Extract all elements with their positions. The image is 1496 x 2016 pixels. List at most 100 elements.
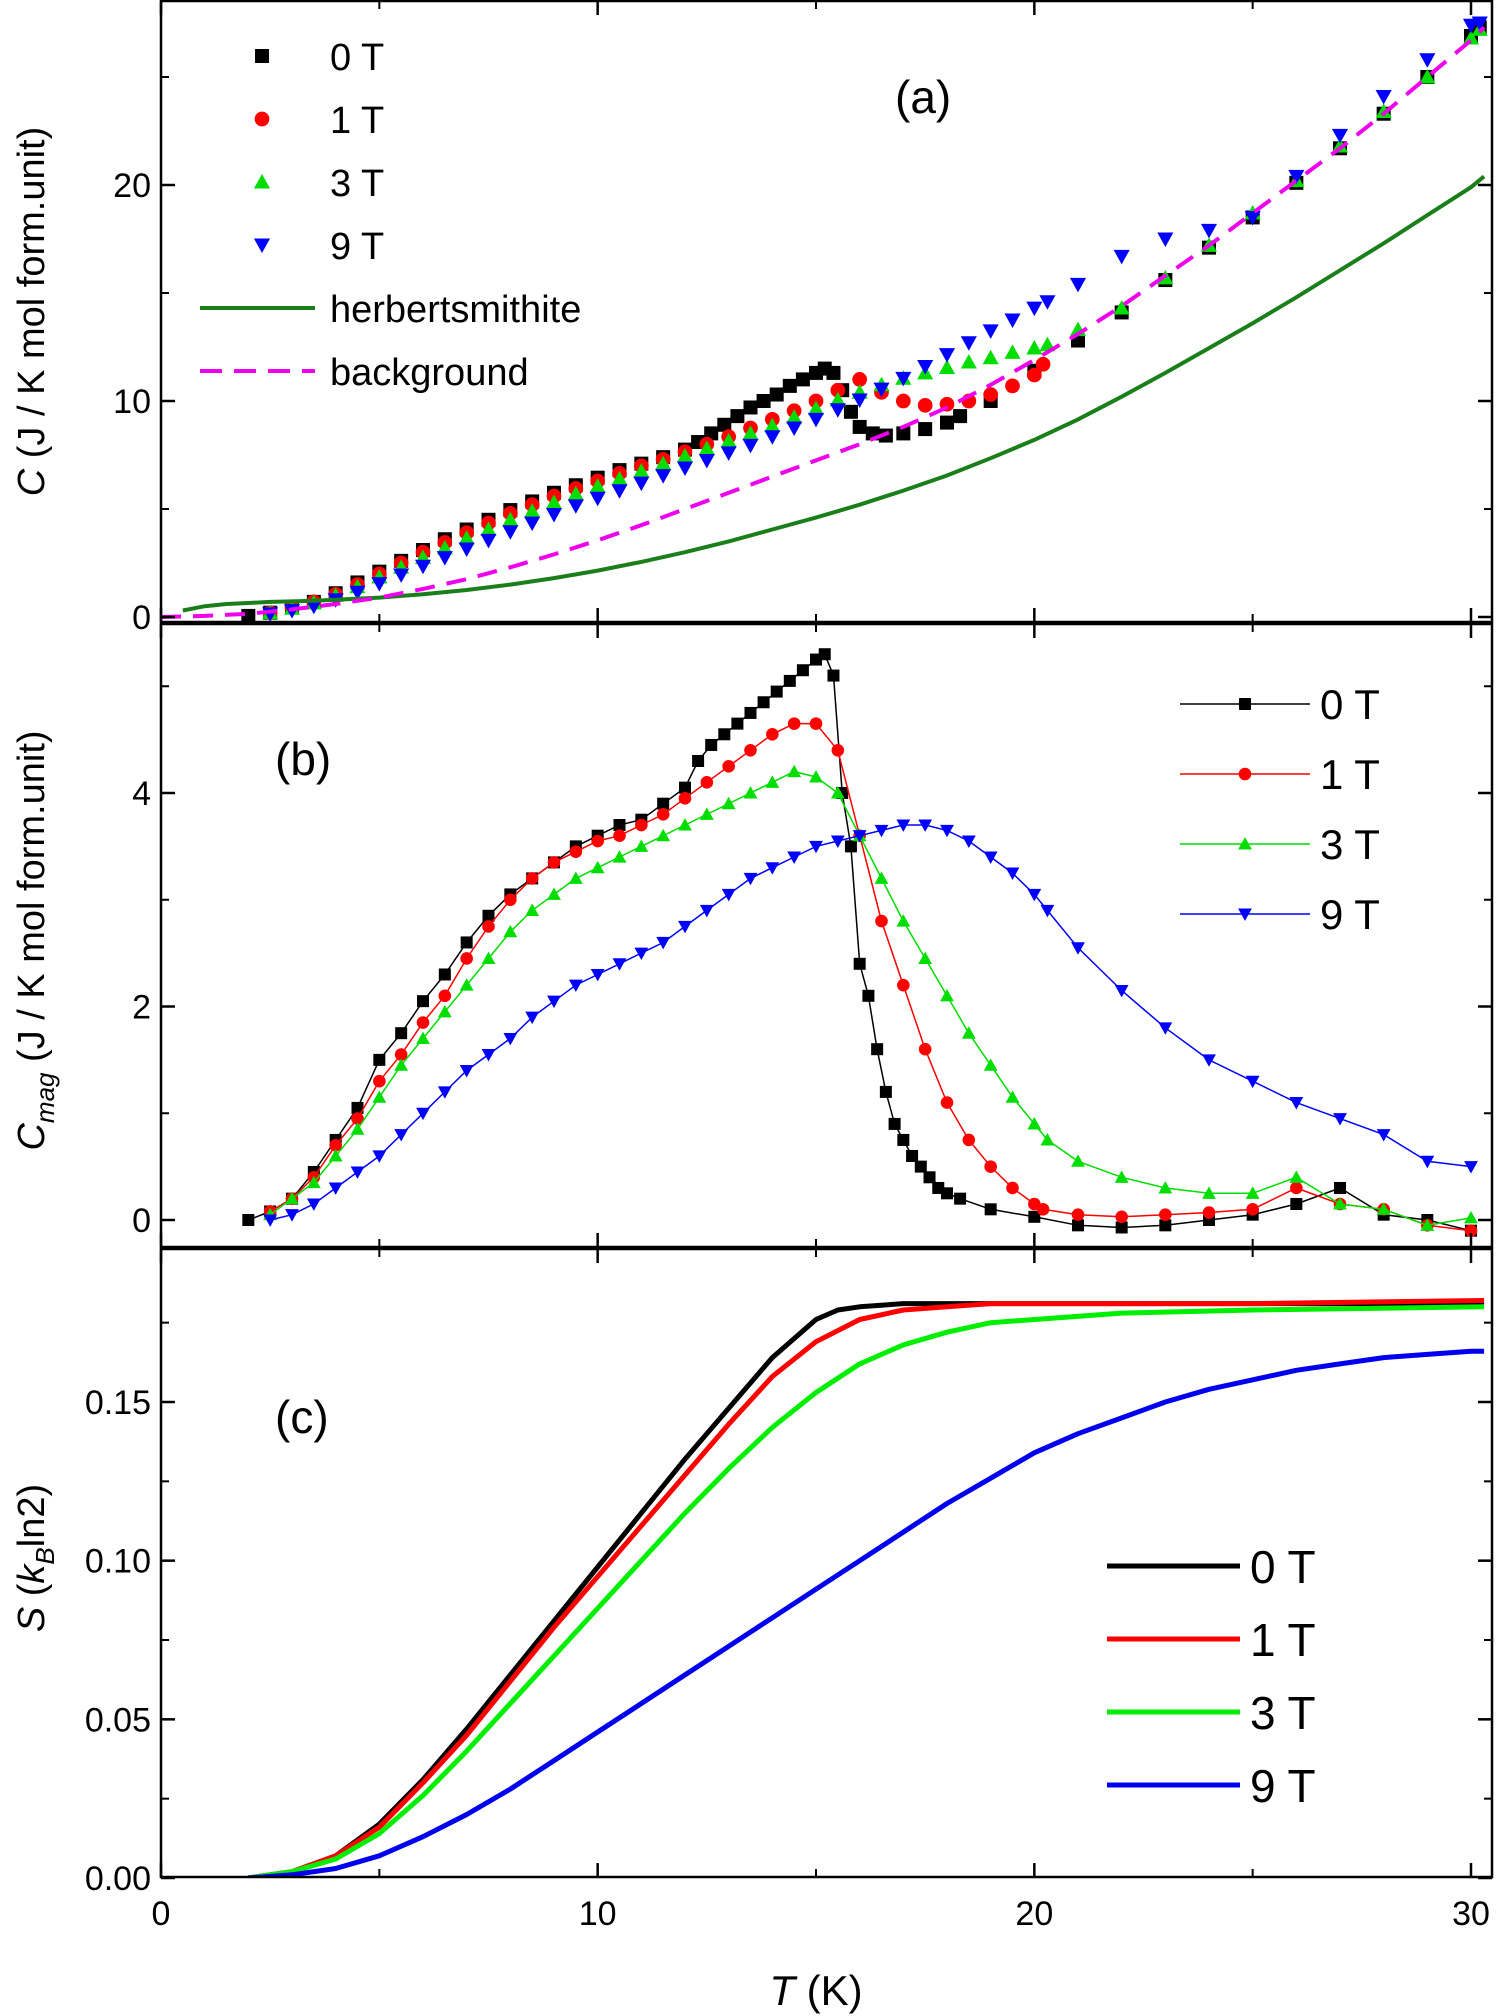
- panel-b-point-3-t: [918, 951, 933, 964]
- panel-a-point-9-t: [633, 476, 650, 492]
- panel-b-point-0-t: [757, 696, 770, 709]
- panel-a-point-9-t: [720, 446, 737, 461]
- panel-a-point-9-t: [1331, 128, 1349, 144]
- panel-c-frame: [159, 1247, 1494, 1879]
- panel-c-line-1-t: [247, 1298, 1485, 1878]
- panel-b-point-0-t: [744, 706, 757, 719]
- panel-a-point-3-t: [502, 511, 519, 527]
- panel-a-point-9-t: [1200, 223, 1218, 239]
- panel-b-point-1-t: [875, 914, 888, 928]
- panel-a-point-9-t: [960, 336, 977, 351]
- panel-b-point-9-t: [743, 872, 758, 886]
- panel-b-point-3-t: [285, 1191, 299, 1205]
- panel-b-point-3-t: [481, 951, 496, 964]
- panel-b-point-0-t: [941, 1187, 953, 1200]
- panel-b-point-1-t: [416, 1016, 430, 1029]
- panel-a-point-9-t: [458, 542, 475, 558]
- panel-a-point-3-t: [589, 478, 606, 493]
- panel-c-legend-label-3-t: 3 T: [1250, 1687, 1316, 1739]
- panel-a-point-9-t: [742, 438, 759, 454]
- panel-b-legend: 0 T 1 T 3 T 9 T: [1180, 681, 1380, 938]
- panel-b-point-9-t: [1005, 867, 1020, 880]
- panel-a-y-tick-label: 10: [113, 383, 151, 421]
- panel-b-point-0-t: [438, 968, 451, 981]
- panel-a-point-0-t: [795, 372, 810, 387]
- panel-b-point-9-t: [328, 1182, 343, 1195]
- panel-a-point-1-t: [1026, 367, 1042, 383]
- panel-b-point-3-t: [416, 1031, 430, 1045]
- panel-b-point-1-t: [635, 818, 648, 832]
- panel-b-legend-swatch-9-t: [1238, 908, 1252, 921]
- panel-b-point-3-t: [940, 988, 954, 1002]
- panel-a-point-0-t: [852, 419, 867, 434]
- panel-a-point-3-t: [633, 463, 650, 478]
- panel-a-point-3-t: [458, 530, 475, 545]
- panel-a-line-herbertsmithite: [182, 174, 1486, 613]
- panel-b-point-1-t: [504, 893, 517, 907]
- panel-a-point-1-t: [983, 387, 999, 402]
- panel-b-point-9-t: [656, 936, 671, 950]
- panel-a-point-3-t: [1419, 68, 1436, 84]
- panel-b-point-3-t: [568, 871, 583, 884]
- panel-b-point-0-t: [395, 1027, 408, 1040]
- panel-b-point-9-t: [830, 835, 845, 848]
- panel-a-legend-swatch-1-t: [254, 111, 270, 127]
- panel-b-point-3-t: [721, 796, 736, 810]
- panel-b-point-0-t: [853, 957, 866, 970]
- panel-a-point-9-t: [851, 393, 868, 408]
- panel-a-point-9-t: [589, 491, 606, 507]
- panel-b-point-0-t: [657, 797, 670, 810]
- panel-a: 0 10 20 (a) C (J / K mol form.unit) 0 T 1 T 3 T…: [11, 0, 1494, 637]
- panel-b-point-9-t: [263, 1214, 278, 1227]
- panel-a-legend-swatch-0-t: [255, 49, 269, 63]
- panel-b-point-1-t: [547, 856, 561, 869]
- panel-a-point-9-t: [807, 412, 825, 428]
- panel-c-line-9-t: [248, 1348, 1485, 1878]
- panel-b-point-9-t: [306, 1198, 321, 1211]
- panel-a-legend-swatch-9-t: [253, 238, 271, 254]
- panel-a-y-tick-label: 20: [113, 167, 151, 205]
- panel-b-point-3-t: [1005, 1090, 1020, 1103]
- panel-b-point-1-t: [809, 717, 823, 730]
- panel-b-legend-swatch-3-t: [1238, 837, 1252, 850]
- panel-b-label: (b): [275, 733, 331, 785]
- panel-c-y-tick-label: 0.15: [85, 1384, 151, 1422]
- panel-b-point-0-t: [914, 1160, 927, 1173]
- panel-b-point-0-t: [692, 754, 705, 767]
- panel-b-point-1-t: [329, 1138, 342, 1152]
- panel-b-y-tick-label: 2: [132, 989, 151, 1027]
- panel-b-point-9-t: [1464, 1161, 1478, 1174]
- panel-a-point-3-t: [698, 440, 715, 455]
- panel-b-point-3-t: [437, 1004, 452, 1018]
- panel-a-point-3-t: [982, 349, 999, 365]
- panel-b-point-0-t: [718, 728, 731, 741]
- panel-a-point-9-t: [764, 430, 781, 445]
- panel-b-point-9-t: [787, 851, 802, 864]
- panel-a-point-3-t: [480, 521, 497, 536]
- panel-c-legend-label-0-t: 0 T: [1250, 1541, 1316, 1593]
- panel-b-point-0-t: [818, 648, 831, 661]
- panel-b-point-1-t: [984, 1160, 997, 1173]
- panel-b-point-9-t: [1333, 1113, 1347, 1126]
- panel-c-line-3-t: [247, 1304, 1485, 1878]
- panel-b-point-3-t: [350, 1122, 365, 1135]
- panel-a-legend-label-herbertsmithite: herbertsmithite: [330, 289, 581, 331]
- panel-b-point-9-t: [416, 1107, 430, 1121]
- panel-a-point-0-t: [918, 422, 933, 437]
- panel-b-point-9-t: [459, 1065, 474, 1078]
- panel-b-point-1-t: [700, 776, 714, 789]
- panel-a-point-3-t: [829, 391, 846, 407]
- panel-a-point-3-t: [676, 448, 694, 463]
- panel-a-point-9-t: [829, 403, 846, 418]
- panel-b-point-1-t: [678, 792, 692, 805]
- panel-c-label: (c): [275, 1391, 329, 1443]
- panel-b-point-3-t: [1376, 1202, 1391, 1215]
- panel-b-point-9-t: [1245, 1075, 1260, 1089]
- panel-b-point-9-t: [481, 1049, 496, 1062]
- panel-a-point-3-t: [786, 409, 803, 424]
- panel-b-point-1-t: [1006, 1181, 1019, 1195]
- panel-b-plot-area: [242, 648, 1478, 1237]
- panel-a-point-0-t: [782, 378, 797, 393]
- panel-a-point-1-t: [895, 393, 911, 409]
- panel-a-point-1-t: [1005, 378, 1020, 394]
